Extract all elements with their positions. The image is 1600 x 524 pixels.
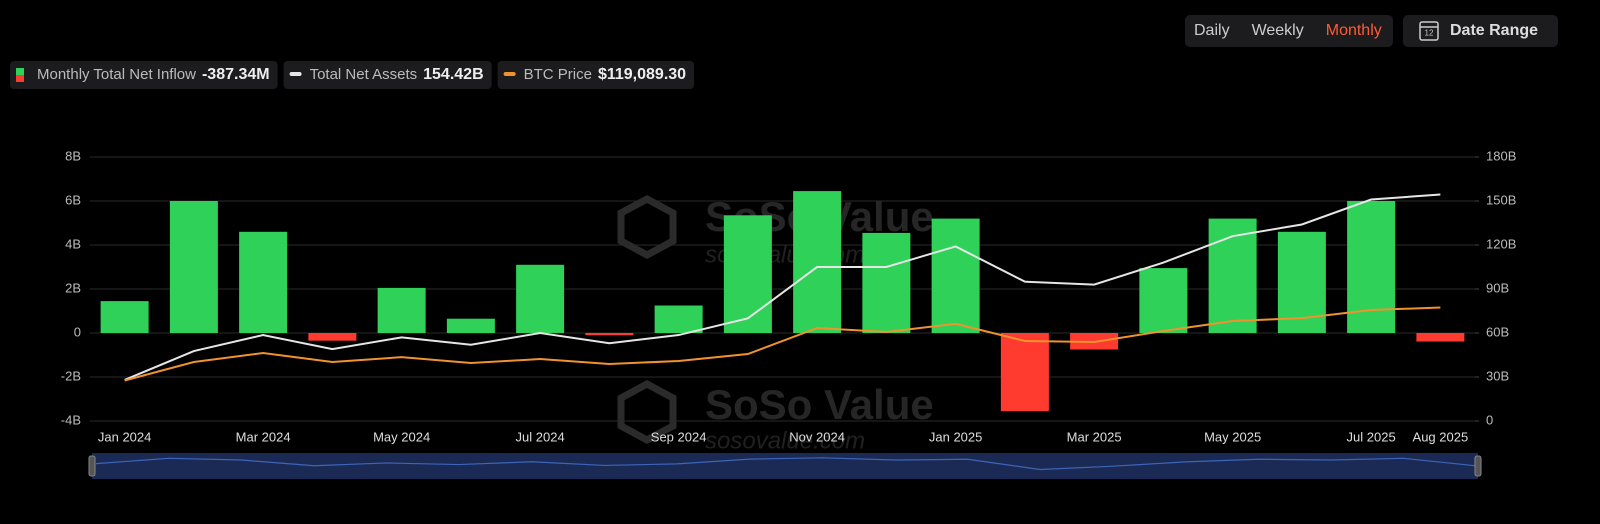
x-tick-label: Sep 2024 [651, 429, 707, 444]
navigator-line [95, 457, 1477, 471]
bar [377, 287, 426, 333]
bar [793, 191, 842, 333]
bar [516, 264, 565, 333]
period-button[interactable]: Monthly [1326, 22, 1382, 39]
y-tick-label: 8B [65, 148, 81, 163]
legend-swatch [16, 68, 24, 75]
bar [446, 318, 495, 333]
line [124, 193, 1441, 381]
x-tick-label: Jan 2024 [98, 429, 152, 444]
legend-box [497, 61, 695, 89]
date-range-label[interactable]: Date Range [1450, 22, 1538, 39]
bar [169, 201, 218, 333]
bar [1416, 333, 1465, 342]
legend-name: Total Net Assets [310, 66, 418, 83]
y-tick-label: 0 [74, 324, 81, 339]
y2-tick-label: 120B [1486, 236, 1516, 251]
navigator-handle[interactable] [88, 455, 96, 477]
x-tick-label: Jul 2025 [1347, 429, 1396, 444]
legend-swatch [503, 72, 516, 76]
bar [862, 232, 911, 333]
y-tick-label: 4B [65, 236, 81, 251]
calendar-icon: 12 [1419, 21, 1439, 41]
legend-box [283, 61, 492, 89]
x-tick-label: Aug 2025 [1413, 429, 1469, 444]
bar [723, 215, 772, 333]
y2-tick-label: 0 [1486, 412, 1493, 427]
bar [1000, 333, 1049, 412]
navigator [92, 453, 1478, 479]
bar [308, 333, 357, 341]
x-tick-label: Mar 2024 [236, 429, 291, 444]
y-tick-label: 2B [65, 280, 81, 295]
bar [100, 301, 149, 333]
watermark-brand: SoSo Value [705, 381, 934, 428]
x-tick-label: May 2025 [1204, 429, 1261, 444]
calendar-day: 12 [1425, 29, 1434, 38]
legend-name: BTC Price [524, 66, 592, 83]
bar [654, 305, 703, 333]
y-tick-label: 6B [65, 192, 81, 207]
period-button[interactable]: Weekly [1252, 22, 1304, 39]
y-tick-label: -2B [61, 368, 81, 383]
legend-value: -387.34M [202, 66, 270, 83]
legend-swatch [16, 75, 24, 82]
y2-tick-label: 60B [1486, 324, 1509, 339]
legend-item: Total Net Assets 154.42B [283, 61, 492, 89]
bar [585, 333, 634, 336]
x-tick-label: Jul 2024 [516, 429, 565, 444]
legend-value: $119,089.30 [598, 66, 686, 83]
bar [1208, 218, 1257, 333]
period-button[interactable]: Daily [1194, 22, 1230, 39]
y2-tick-label: 180B [1486, 148, 1516, 163]
x-tick-label: Mar 2025 [1067, 429, 1122, 444]
x-tick-label: Nov 2024 [789, 429, 845, 444]
bar [239, 231, 288, 333]
date-range-button[interactable] [1403, 15, 1558, 47]
legend-value: 154.42B [423, 66, 484, 83]
y2-tick-label: 90B [1486, 280, 1509, 295]
x-tick-label: Jan 2025 [929, 429, 983, 444]
period-switch [1185, 15, 1393, 47]
y2-tick-label: 30B [1486, 368, 1509, 383]
legend-item: Monthly Total Net Inflow -387.34M [10, 61, 278, 89]
legend-box [10, 61, 278, 89]
line [124, 306, 1441, 382]
navigator-handle[interactable] [1474, 455, 1482, 477]
legend-name: Monthly Total Net Inflow [37, 66, 196, 83]
x-tick-label: May 2024 [373, 429, 430, 444]
watermark-site: sosovalue.com [705, 427, 865, 454]
y-tick-label: -4B [61, 412, 81, 427]
legend-item: BTC Price $119,089.30 [497, 61, 695, 89]
legend-swatch [289, 72, 302, 76]
y2-tick-label: 150B [1486, 192, 1516, 207]
bar [1139, 268, 1188, 333]
bar [1347, 201, 1396, 333]
bar [931, 218, 980, 333]
